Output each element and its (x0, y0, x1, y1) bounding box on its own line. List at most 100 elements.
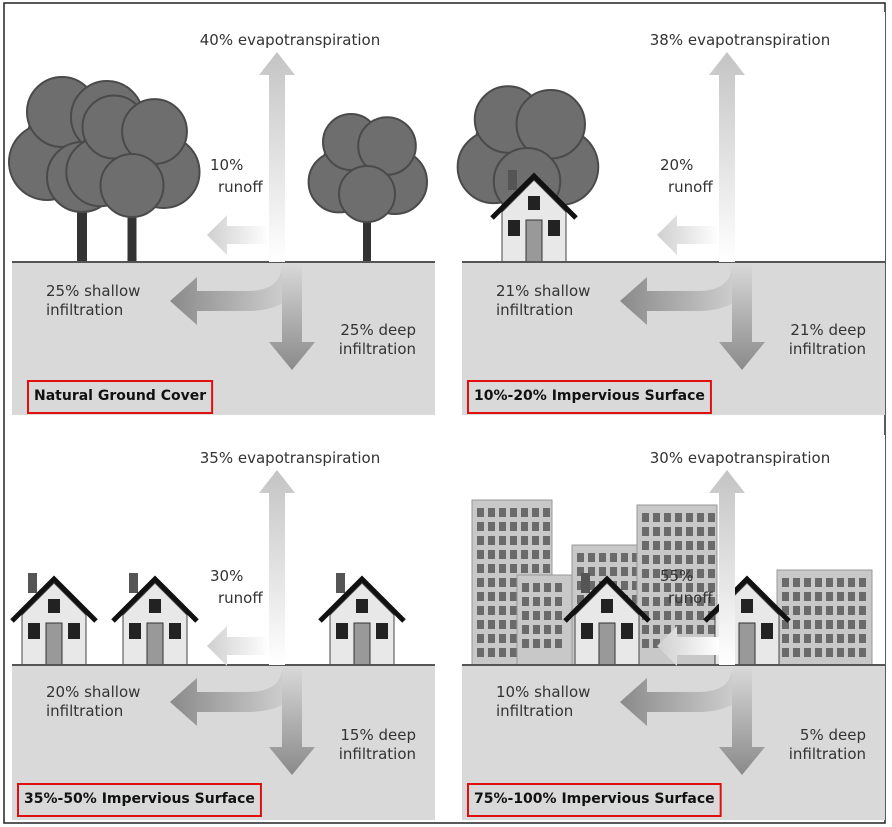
runoff-label: 10% (210, 156, 243, 174)
building-window (686, 625, 693, 634)
building-window (499, 550, 506, 559)
window (621, 623, 633, 639)
building-window (588, 567, 595, 576)
window (601, 599, 613, 613)
building-window (793, 592, 800, 601)
building-window (653, 569, 660, 578)
building-window (555, 639, 562, 648)
window (169, 623, 181, 639)
ground (12, 262, 435, 415)
door (146, 622, 164, 666)
building-window (521, 522, 528, 531)
building-window (804, 592, 811, 601)
building-window (510, 606, 517, 615)
building-window (544, 625, 551, 634)
building-window (653, 513, 660, 522)
building-window (510, 522, 517, 531)
building-window (837, 592, 844, 601)
building-window (555, 597, 562, 606)
building-window (555, 625, 562, 634)
building-window (653, 597, 660, 606)
building-window (686, 541, 693, 550)
building-window (488, 620, 495, 629)
roof (10, 575, 98, 623)
building-window (499, 620, 506, 629)
building-window (522, 597, 529, 606)
building-window (642, 639, 649, 648)
building-window (533, 639, 540, 648)
evapotranspiration-arrow (259, 470, 295, 665)
building-window (522, 625, 529, 634)
building-window (782, 592, 789, 601)
building-window (675, 513, 682, 522)
building-window (686, 555, 693, 564)
building-window (642, 583, 649, 592)
shallow-arrow (170, 667, 302, 726)
runoff-label: 30% (210, 567, 243, 585)
building-window (477, 620, 484, 629)
building-window (653, 541, 660, 550)
door (353, 622, 371, 666)
building-window (532, 536, 539, 545)
tree-crown (338, 165, 396, 223)
building-window (544, 583, 551, 592)
building-window (793, 620, 800, 629)
building-window (804, 648, 811, 657)
building-window (859, 634, 866, 643)
building-window (793, 634, 800, 643)
building-window (499, 564, 506, 573)
building-window (499, 522, 506, 531)
building-window (686, 527, 693, 536)
evapotranspiration-label: 35% evapotranspiration (200, 449, 380, 467)
building-window (837, 606, 844, 615)
building-window (488, 522, 495, 531)
building-window (826, 578, 833, 587)
roof (318, 575, 406, 623)
deep-label: infiltration (789, 745, 866, 763)
building-window (686, 513, 693, 522)
building-window (522, 639, 529, 648)
building-window (488, 634, 495, 643)
building-window (532, 522, 539, 531)
ground (462, 665, 885, 820)
building-window (521, 564, 528, 573)
shallow-label: 20% shallow (46, 683, 140, 701)
building-window (510, 634, 517, 643)
building-window (510, 508, 517, 517)
building-window (664, 527, 671, 536)
runoff-label: runoff (668, 178, 713, 196)
building-window (499, 592, 506, 601)
building-window (499, 508, 506, 517)
building-window (782, 648, 789, 657)
building-window (697, 569, 704, 578)
panel-label-box (27, 380, 214, 414)
building-window (664, 513, 671, 522)
deep-label: 15% deep (340, 726, 416, 744)
runoff-arrow (657, 626, 719, 666)
building-window (697, 583, 704, 592)
shallow-arrow (170, 264, 302, 325)
building-window (675, 555, 682, 564)
building-window (675, 527, 682, 536)
building-window (782, 606, 789, 615)
shallow-arrow (620, 264, 752, 325)
window (28, 623, 40, 639)
building-window (488, 592, 495, 601)
chimney (508, 170, 517, 190)
building-window (543, 522, 550, 531)
building-window (686, 597, 693, 606)
shallow-label: 10% shallow (496, 683, 590, 701)
building-window (815, 592, 822, 601)
building-window (555, 611, 562, 620)
building-window (826, 634, 833, 643)
deep-label: 21% deep (790, 321, 866, 339)
building-window (488, 578, 495, 587)
building-window (642, 597, 649, 606)
building-window (488, 508, 495, 517)
building-window (532, 550, 539, 559)
building-window (804, 620, 811, 629)
building-window (477, 634, 484, 643)
panel-label: 35%-50% Impervious Surface (24, 791, 255, 807)
building-window (859, 592, 866, 601)
building-window (804, 606, 811, 615)
